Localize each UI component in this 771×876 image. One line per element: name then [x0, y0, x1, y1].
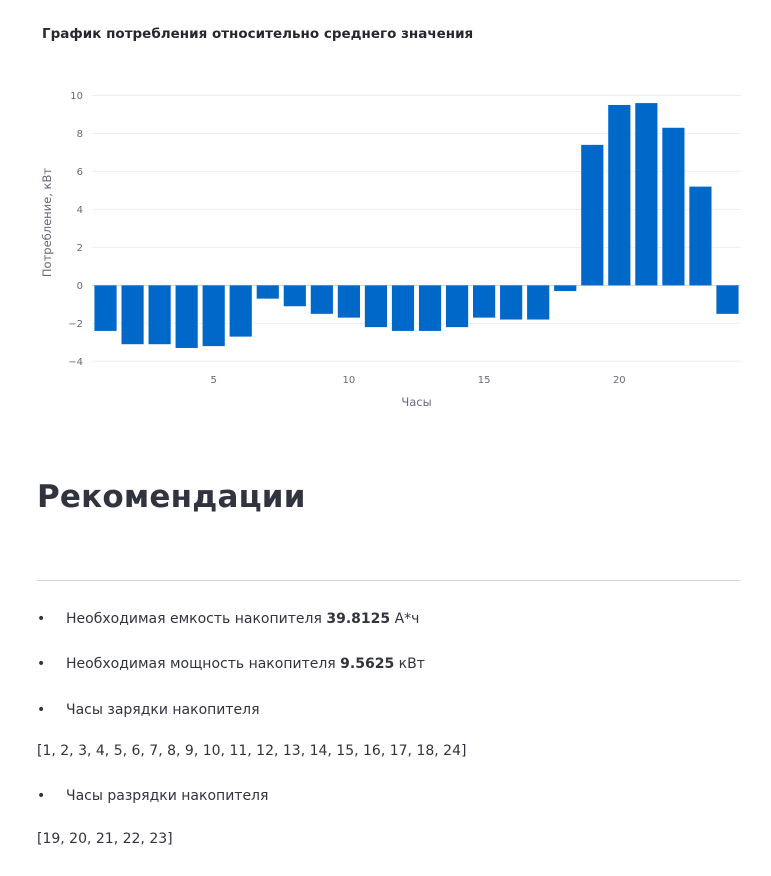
- discharge-hours-label: Часы разрядки накопителя: [66, 788, 269, 804]
- bar[interactable]: [662, 127, 685, 286]
- charge-hours-label: Часы зарядки накопителя: [66, 702, 260, 718]
- bullet-dot: •: [37, 611, 46, 627]
- bar[interactable]: [418, 285, 442, 331]
- recommendations-heading: Рекомендации: [37, 479, 306, 515]
- power-label: Необходимая мощность накопителя: [66, 656, 336, 672]
- y-tick-label: 10: [70, 91, 83, 102]
- charge-hours-list: [1, 2, 3, 4, 5, 6, 7, 8, 9, 10, 11, 12, …: [37, 743, 467, 759]
- bar[interactable]: [202, 285, 225, 347]
- x-tick-label: 15: [478, 375, 491, 386]
- bullet-dot: •: [37, 788, 46, 804]
- bar[interactable]: [337, 285, 360, 318]
- capacity-label: Необходимая емкость накопителя: [66, 611, 322, 627]
- x-tick-label: 20: [613, 375, 626, 386]
- bar[interactable]: [229, 285, 252, 337]
- power-unit: кВт: [398, 656, 425, 672]
- y-tick-label: 6: [77, 167, 83, 178]
- bar[interactable]: [581, 144, 604, 286]
- discharge-hours-item: • Часы разрядки накопителя: [37, 788, 268, 804]
- bar[interactable]: [716, 285, 739, 314]
- bar[interactable]: [148, 285, 171, 345]
- bar[interactable]: [310, 285, 333, 314]
- capacity-value: 39.8125: [326, 611, 391, 627]
- charge-hours-item: • Часы зарядки накопителя: [37, 702, 260, 718]
- y-tick-label: 2: [77, 243, 83, 254]
- bar[interactable]: [473, 285, 496, 318]
- bar[interactable]: [689, 186, 712, 286]
- y-axis-title: Потребление, кВт: [40, 168, 54, 277]
- bar[interactable]: [635, 103, 658, 286]
- bar[interactable]: [94, 285, 117, 331]
- y-tick-label: −4: [68, 357, 83, 368]
- power-item: • Необходимая мощность накопителя 9.5625…: [37, 656, 425, 672]
- bar[interactable]: [608, 104, 631, 286]
- capacity-unit: А*ч: [394, 611, 420, 627]
- y-tick-label: 4: [77, 205, 83, 216]
- bar[interactable]: [500, 285, 523, 320]
- y-tick-label: 8: [77, 129, 83, 140]
- bar[interactable]: [554, 285, 577, 292]
- bar[interactable]: [445, 285, 469, 328]
- bar[interactable]: [175, 285, 198, 349]
- x-axis-title: Часы: [401, 395, 431, 409]
- power-value: 9.5625: [340, 656, 395, 672]
- bar[interactable]: [256, 285, 279, 299]
- bar[interactable]: [121, 285, 144, 345]
- discharge-hours-list: [19, 20, 21, 22, 23]: [37, 831, 173, 847]
- section-divider: [37, 580, 741, 581]
- chart-title: График потребления относительно среднего…: [42, 26, 474, 42]
- bar[interactable]: [364, 285, 388, 328]
- capacity-item: • Необходимая емкость накопителя 39.8125…: [37, 611, 419, 627]
- x-tick-label: 10: [343, 375, 356, 386]
- bullet-dot: •: [37, 656, 46, 672]
- bar[interactable]: [283, 285, 306, 307]
- consumption-bar-chart[interactable]: −4 −2 0 2 4 6 8 10 5 10 15 20 Часы Потребление, кВт: [0, 0, 771, 440]
- x-tick-label: 5: [211, 375, 217, 386]
- y-tick-label: 0: [77, 281, 83, 292]
- y-tick-label: −2: [68, 319, 83, 330]
- bullet-dot: •: [37, 702, 46, 718]
- bar[interactable]: [391, 285, 415, 331]
- bar[interactable]: [527, 285, 550, 320]
